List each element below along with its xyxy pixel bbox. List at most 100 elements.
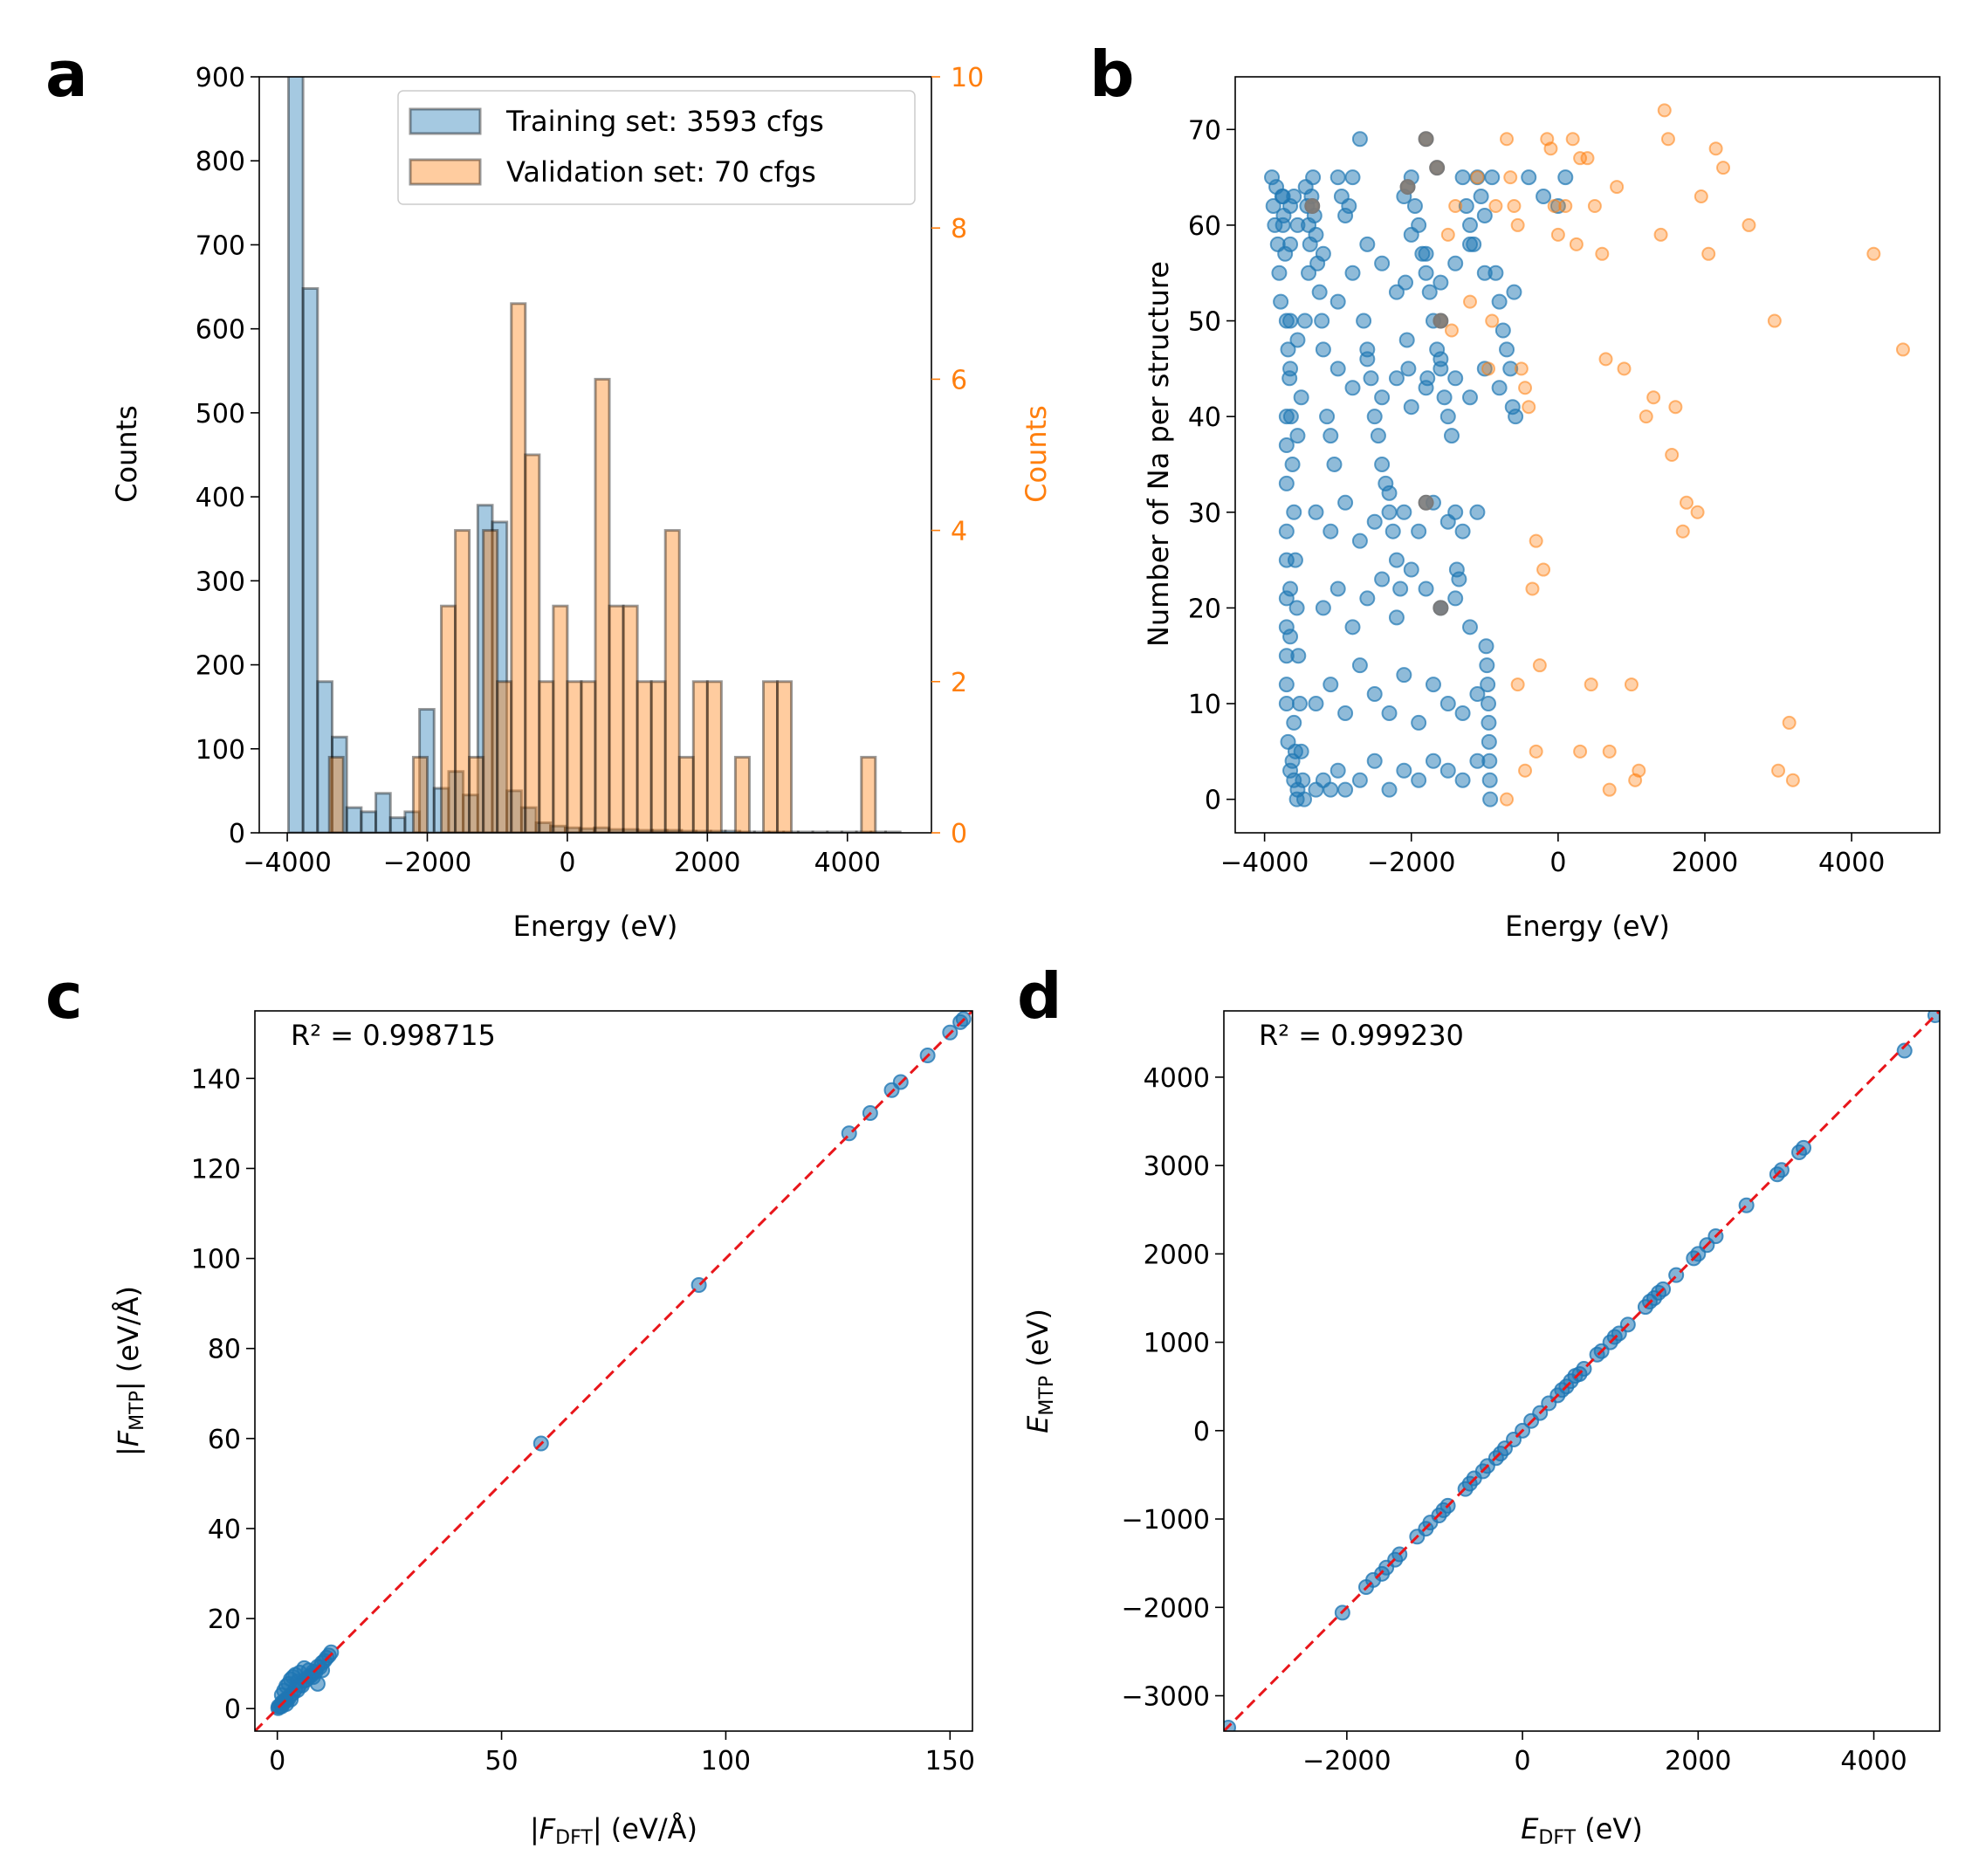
- data-point: [309, 1675, 326, 1692]
- valid-point: [1632, 763, 1646, 778]
- y-tick-label: 600: [196, 315, 245, 346]
- train-point: [1476, 207, 1493, 223]
- train-point: [1447, 590, 1464, 607]
- points-group: [255, 1011, 972, 1731]
- valid-point: [1550, 227, 1565, 242]
- valid-point: [1624, 677, 1639, 692]
- train-point: [1454, 704, 1471, 721]
- train-point: [1462, 619, 1478, 636]
- valid-point: [1782, 715, 1797, 730]
- train-point: [1329, 581, 1346, 597]
- valid-point: [1547, 198, 1562, 213]
- valid-point: [1617, 361, 1632, 376]
- train-point: [1406, 197, 1423, 214]
- train-point: [1366, 752, 1383, 769]
- train-point: [1271, 265, 1288, 281]
- valid-point: [1481, 361, 1496, 376]
- train-point: [1549, 197, 1566, 214]
- train-point: [1479, 657, 1495, 674]
- r2-annotation: R² = 0.999230: [1259, 1019, 1464, 1052]
- train-point: [1286, 772, 1302, 788]
- x-tick-label: 4000: [1840, 1746, 1907, 1776]
- x-axis-label: EDFT (eV): [1521, 1812, 1643, 1849]
- train-point: [1359, 590, 1376, 607]
- y-tick-label: 3000: [1144, 1151, 1210, 1182]
- y-tick-label: 100: [191, 1245, 241, 1275]
- data-point: [323, 1644, 340, 1660]
- train-point: [1315, 245, 1331, 262]
- train-bar: [593, 826, 610, 833]
- train-point: [1484, 169, 1501, 186]
- train-point: [1396, 504, 1412, 520]
- valid-point: [1598, 352, 1613, 367]
- valid-point: [1708, 141, 1723, 156]
- train-bar: [651, 828, 669, 833]
- valid-bar: [608, 604, 625, 833]
- train-point: [1351, 533, 1368, 549]
- train-point: [1481, 696, 1497, 712]
- train-point: [1282, 361, 1299, 377]
- train-point: [1323, 677, 1339, 693]
- train-point: [1329, 169, 1346, 186]
- train-bar: [462, 794, 479, 833]
- valid-point: [1565, 132, 1580, 147]
- train-bar: [388, 816, 407, 833]
- legend-box: [397, 90, 916, 205]
- train-point: [1315, 341, 1331, 358]
- valid-point: [1529, 533, 1543, 548]
- train-point: [1418, 265, 1434, 281]
- y-tick-label: 500: [196, 399, 245, 429]
- train-point: [1481, 733, 1497, 750]
- train-bar: [578, 827, 596, 833]
- valid-point: [1653, 227, 1668, 242]
- valid-point: [1639, 409, 1653, 424]
- train-point: [1351, 657, 1368, 674]
- valid-point: [1463, 294, 1477, 309]
- train-point: [1381, 484, 1398, 501]
- train-point: [1337, 494, 1354, 511]
- train-point: [1396, 762, 1412, 779]
- valid-point: [1536, 562, 1551, 577]
- train-bar: [607, 828, 625, 833]
- y-tick-label: 20: [208, 1605, 241, 1635]
- train-bar: [403, 810, 422, 833]
- train-point: [1284, 456, 1301, 472]
- train-point: [1329, 762, 1346, 779]
- y-tick-label: 140: [191, 1064, 241, 1095]
- x-tick-label: 50: [484, 1746, 518, 1776]
- y-tick-label: 0: [1205, 786, 1221, 816]
- train-point: [1289, 428, 1306, 444]
- train-point: [1502, 361, 1519, 377]
- plot-frame: [1223, 1010, 1941, 1732]
- train-point: [1469, 752, 1486, 769]
- train-point: [1351, 131, 1368, 148]
- x-tick-label: 150: [925, 1746, 975, 1776]
- x-tick-label: 100: [701, 1746, 751, 1776]
- train-point: [1329, 293, 1346, 310]
- x-axis-label: |FDFT| (eV/Å): [530, 1812, 697, 1849]
- y-tick-label: −3000: [1122, 1682, 1210, 1713]
- y-tick-label: 300: [196, 567, 245, 597]
- train-bar: [665, 828, 684, 833]
- train-point: [1282, 236, 1299, 252]
- y-tick-label: 700: [196, 230, 245, 261]
- valid-bar: [440, 604, 457, 833]
- train-point: [1275, 216, 1291, 233]
- train-point: [1374, 255, 1391, 271]
- train-bar: [360, 810, 378, 833]
- train-point: [1480, 677, 1496, 693]
- train-point: [1476, 361, 1493, 377]
- train-point: [1308, 226, 1324, 243]
- train-point: [1344, 380, 1361, 396]
- y-axis-label: Counts: [110, 405, 143, 503]
- overlap-point: [1418, 131, 1434, 148]
- y2-tick-label: 4: [951, 517, 967, 547]
- train-point: [1286, 714, 1302, 731]
- train-point: [1359, 236, 1376, 252]
- y-tick-label: 70: [1188, 115, 1221, 146]
- valid-bar: [327, 755, 345, 833]
- train-point: [1329, 361, 1346, 377]
- x-tick-label: 4000: [1818, 848, 1885, 878]
- train-point: [1506, 284, 1522, 300]
- valid-point: [1771, 763, 1786, 778]
